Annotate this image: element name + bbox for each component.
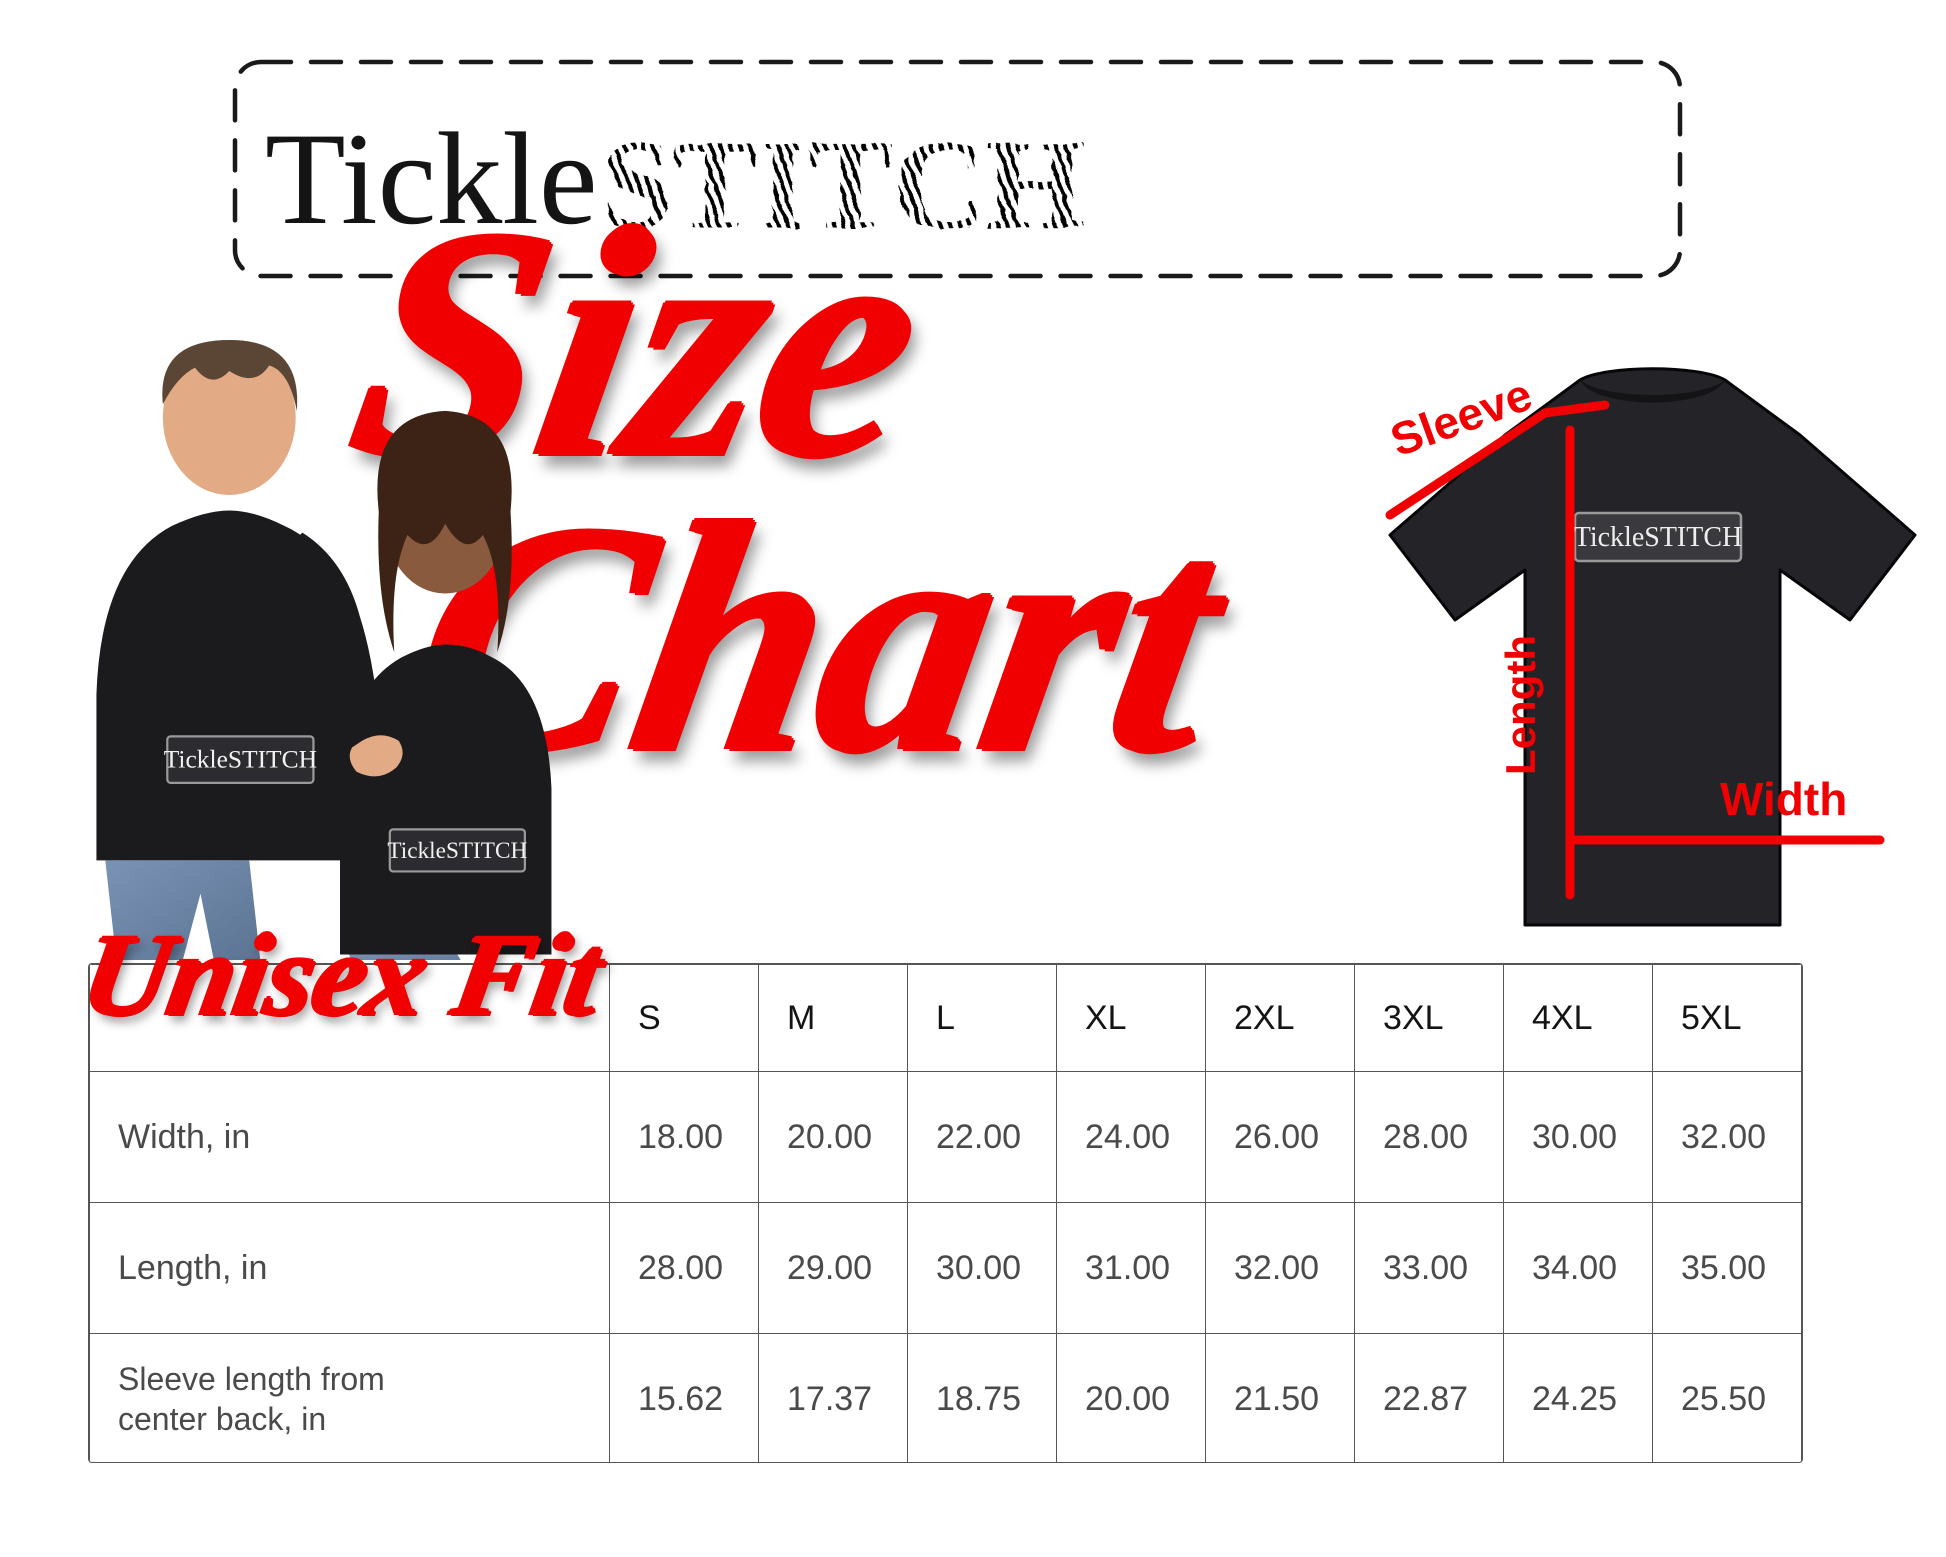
svg-text:TickleSTITCH: TickleSTITCH bbox=[387, 838, 527, 864]
svg-text:Length: Length bbox=[1497, 635, 1544, 775]
svg-text:TickleSTITCH: TickleSTITCH bbox=[1574, 522, 1743, 553]
svg-text:Width: Width bbox=[1720, 773, 1847, 825]
svg-text:TickleSTITCH: TickleSTITCH bbox=[164, 744, 317, 773]
